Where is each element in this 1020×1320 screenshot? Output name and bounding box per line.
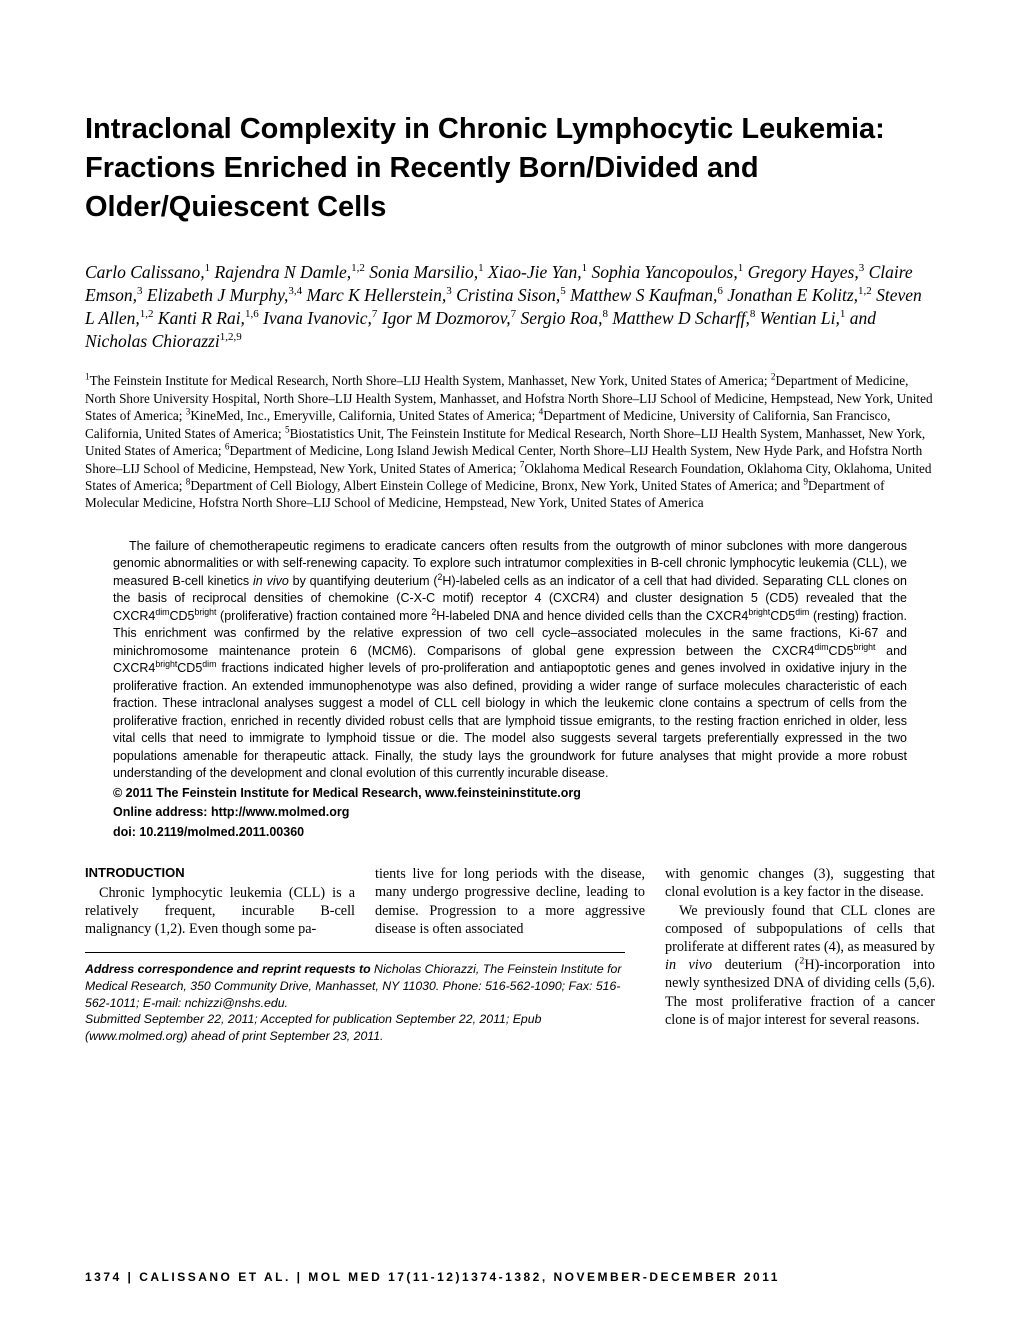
- doi-line: doi: 10.2119/molmed.2011.00360: [113, 824, 907, 842]
- column-3: with genomic changes (3), suggesting tha…: [665, 865, 935, 1044]
- abstract-block: The failure of chemotherapeutic regimens…: [85, 538, 935, 842]
- column-2: tients live for long periods with the di…: [375, 865, 645, 1044]
- body-columns: INTRODUCTION Chronic lymphocytic leukemi…: [85, 865, 935, 1044]
- column-1: INTRODUCTION Chronic lymphocytic leukemi…: [85, 865, 355, 1044]
- copyright-line: © 2011 The Feinstein Institute for Medic…: [113, 785, 907, 803]
- page-footer: 1374 | CALISSANO ET AL. | MOL MED 17(11-…: [85, 1270, 780, 1284]
- affiliations: 1The Feinstein Institute for Medical Res…: [85, 372, 935, 511]
- author-list: Carlo Calissano,1 Rajendra N Damle,1,2 S…: [85, 261, 935, 352]
- correspondence-lead: Address correspondence and reprint reque…: [85, 962, 371, 976]
- col3-para2: We previously found that CLL clones are …: [665, 902, 935, 1029]
- intro-heading: INTRODUCTION: [85, 865, 355, 882]
- col3-para1: with genomic changes (3), suggesting tha…: [665, 865, 935, 901]
- col1-para: Chronic lymphocytic leukemia (CLL) is a …: [85, 884, 355, 939]
- article-title: Intraclonal Complexity in Chronic Lympho…: [85, 110, 935, 227]
- abstract-text: The failure of chemotherapeutic regimens…: [113, 538, 907, 783]
- col2-para: tients live for long periods with the di…: [375, 865, 645, 938]
- online-address: Online address: http://www.molmed.org: [113, 804, 907, 822]
